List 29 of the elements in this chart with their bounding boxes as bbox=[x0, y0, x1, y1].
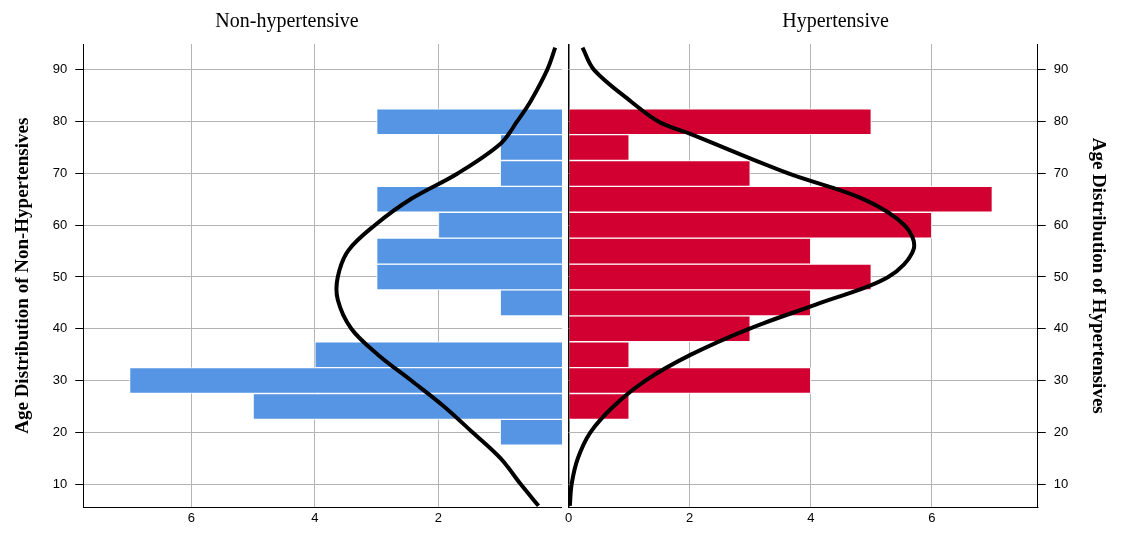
x-tick-label: 4 bbox=[807, 509, 815, 525]
y-tick-label: 90 bbox=[1053, 61, 1069, 77]
x-tick-label: 6 bbox=[187, 509, 195, 525]
x-tick-label: 0 bbox=[565, 509, 573, 525]
y-tick-label: 60 bbox=[1053, 216, 1069, 232]
y-tick-label: 70 bbox=[52, 165, 68, 181]
y-tick-label: 40 bbox=[1053, 320, 1069, 336]
y-tick-label: 20 bbox=[1053, 423, 1069, 439]
chart-title: Non-hypertensive bbox=[215, 9, 359, 33]
y-tick-label: 30 bbox=[1053, 372, 1069, 388]
y-tick-label: 90 bbox=[52, 61, 68, 77]
y-tick-label: 60 bbox=[52, 216, 68, 232]
y-tick-label: 20 bbox=[52, 423, 68, 439]
x-tick-label: 6 bbox=[928, 509, 936, 525]
x-tick-label: 4 bbox=[311, 509, 319, 525]
y-axis-title: Age Distribution of Non-Hypertensives bbox=[11, 117, 33, 434]
y-tick-label: 50 bbox=[1053, 268, 1069, 284]
y-axis-title: Age Distribution of Hypertensives bbox=[1088, 137, 1110, 414]
y-tick-label: 80 bbox=[52, 113, 68, 129]
y-tick-label: 10 bbox=[1053, 475, 1069, 491]
y-tick-label: 10 bbox=[52, 475, 68, 491]
x-tick-label: 2 bbox=[686, 509, 694, 525]
x-tick-label: 2 bbox=[434, 509, 443, 525]
y-tick-label: 80 bbox=[1053, 113, 1069, 129]
chart-title: Hypertensive bbox=[782, 9, 889, 33]
y-tick-label: 50 bbox=[52, 268, 68, 284]
y-tick-label: 40 bbox=[52, 320, 68, 336]
y-tick-label: 70 bbox=[1053, 165, 1069, 181]
y-tick-label: 30 bbox=[52, 372, 68, 388]
